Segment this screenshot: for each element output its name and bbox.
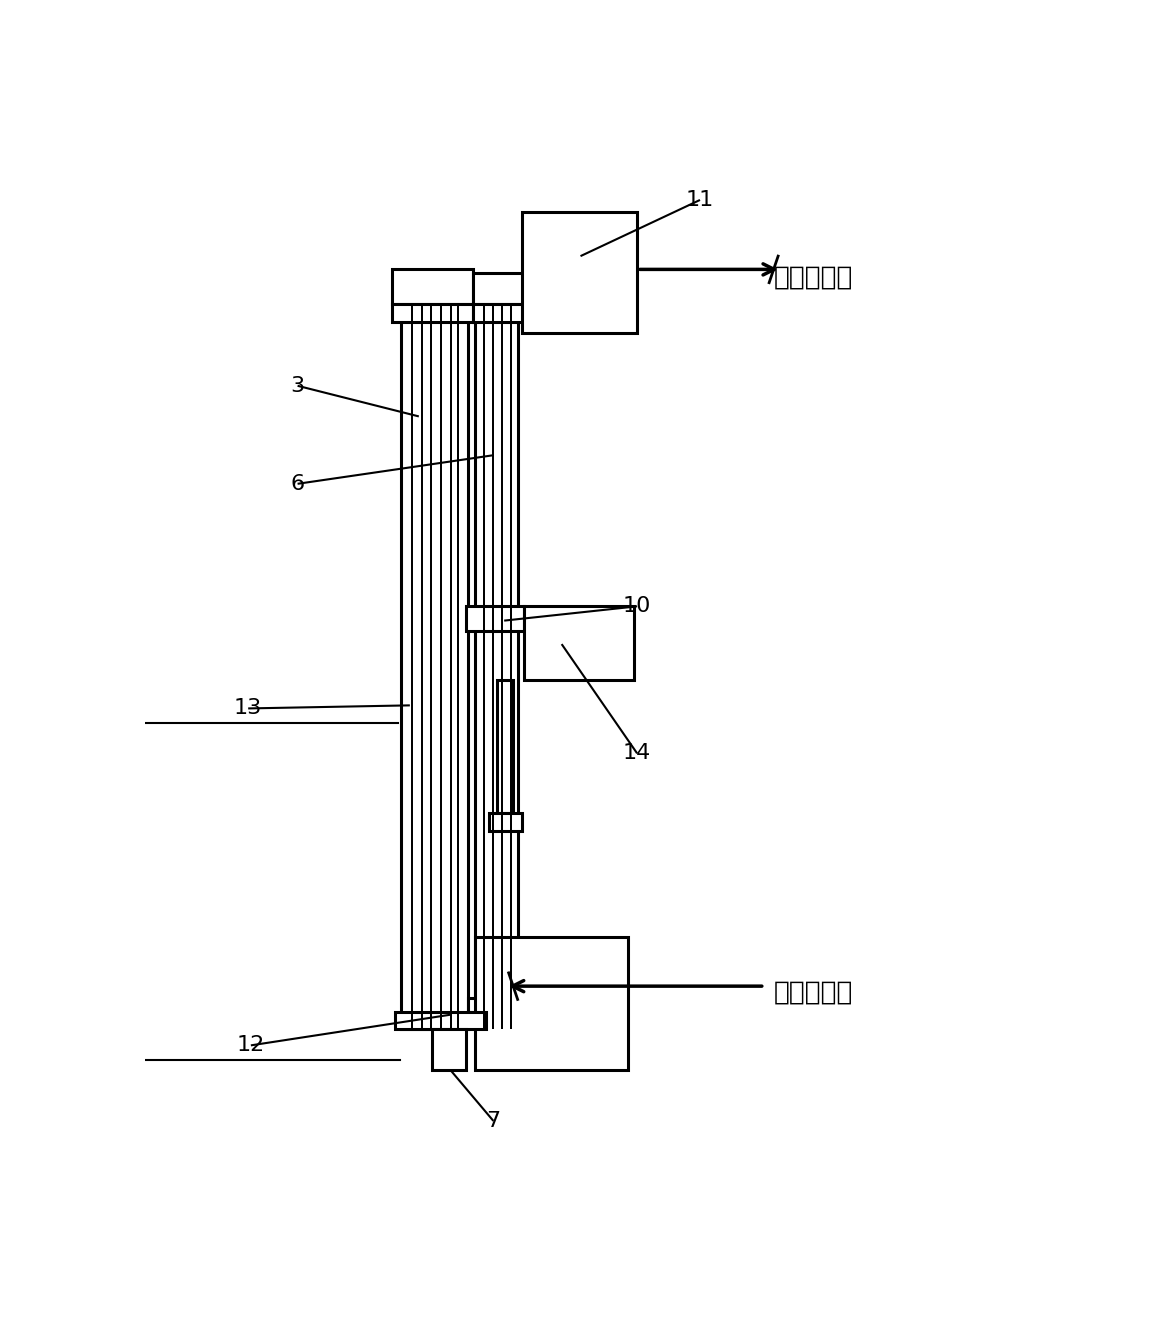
Bar [482, 998, 526, 1012]
Bar [401, 304, 468, 1029]
Bar [473, 273, 524, 304]
Bar [497, 680, 513, 813]
Bar [392, 269, 473, 304]
Text: 13: 13 [234, 699, 262, 719]
Bar [432, 1029, 466, 1070]
Bar [524, 606, 634, 680]
Bar [475, 937, 628, 1070]
Bar [466, 606, 524, 631]
Text: 11: 11 [686, 190, 714, 210]
Text: 10: 10 [622, 597, 651, 617]
Text: 6: 6 [291, 473, 305, 493]
Bar [473, 304, 524, 322]
Text: 冷却液入口: 冷却液入口 [774, 980, 853, 1005]
Text: 7: 7 [487, 1111, 501, 1131]
Text: 冷却液出口: 冷却液出口 [774, 265, 853, 290]
Bar [468, 998, 482, 1012]
Bar [522, 212, 637, 333]
Bar [394, 1012, 487, 1029]
Text: 14: 14 [624, 744, 651, 764]
Text: 12: 12 [236, 1036, 265, 1055]
Bar [475, 304, 518, 1029]
Bar [392, 304, 473, 322]
Bar [489, 813, 522, 831]
Text: 3: 3 [291, 375, 305, 395]
